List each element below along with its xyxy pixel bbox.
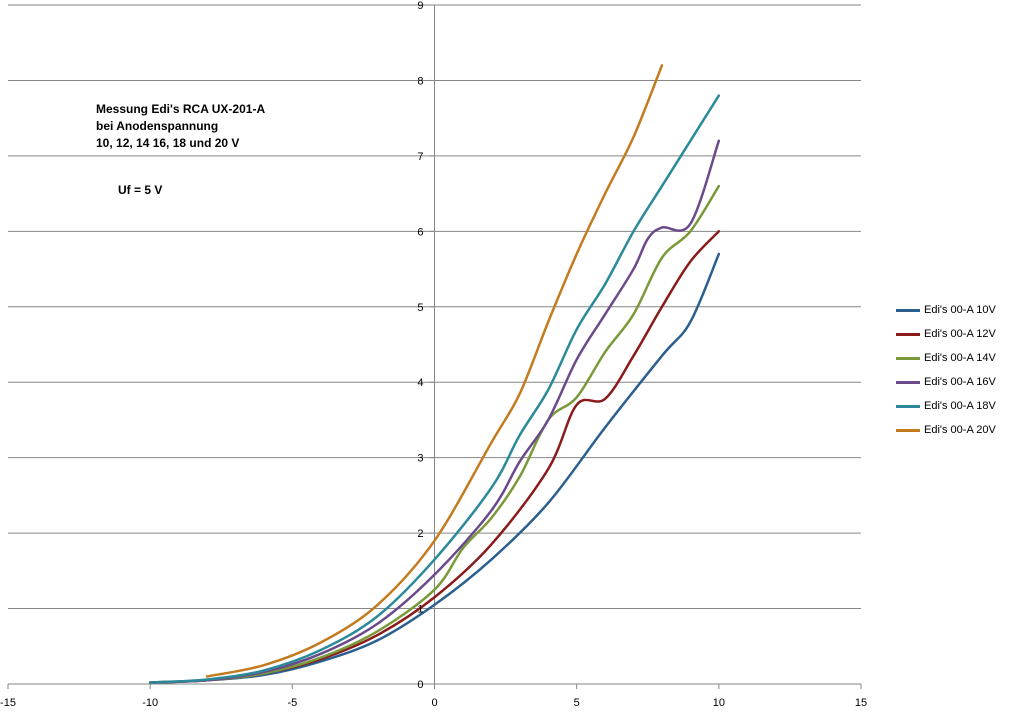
legend-item: Edi's 00-A 18V bbox=[896, 394, 996, 418]
legend-item: Edi's 00-A 14V bbox=[896, 346, 996, 370]
legend-item: Edi's 00-A 12V bbox=[896, 322, 996, 346]
legend-label: Edi's 00-A 20V bbox=[924, 424, 996, 436]
legend-item: Edi's 00-A 16V bbox=[896, 370, 996, 394]
series-line-1 bbox=[148, 252, 721, 684]
uf-annotation: Uf = 5 V bbox=[118, 183, 163, 197]
series-line-3 bbox=[148, 184, 721, 684]
x-tick-label: 5 bbox=[574, 697, 580, 709]
x-tick-label: -10 bbox=[142, 697, 158, 709]
series-lines bbox=[148, 64, 721, 684]
legend-label: Edi's 00-A 18V bbox=[924, 400, 996, 412]
legend-item: Edi's 00-A 10V bbox=[896, 298, 996, 322]
y-tick-label: 0 bbox=[417, 679, 423, 691]
y-tick-label: 9 bbox=[417, 0, 423, 12]
legend: Edi's 00-A 10V Edi's 00-A 12V Edi's 00-A 1… bbox=[896, 298, 996, 442]
annotation-line-1: Messung Edi's RCA UX-201-A bbox=[96, 102, 266, 116]
legend-swatch bbox=[896, 428, 920, 432]
x-tick-label: 0 bbox=[431, 697, 437, 709]
y-tick-label: 4 bbox=[417, 377, 423, 389]
legend-swatch bbox=[896, 332, 920, 336]
annotation-line-2: bei Anodenspannung bbox=[96, 119, 219, 133]
series-line-5 bbox=[148, 94, 721, 684]
annotation-line-3: 10, 12, 14 16, 18 und 20 V bbox=[96, 136, 240, 150]
legend-label: Edi's 00-A 12V bbox=[924, 328, 996, 340]
legend-swatch bbox=[896, 356, 920, 360]
y-tick-label: 2 bbox=[417, 528, 423, 540]
x-tick-label: -5 bbox=[287, 697, 297, 709]
y-tick-label: 6 bbox=[417, 226, 423, 238]
legend-label: Edi's 00-A 16V bbox=[924, 376, 996, 388]
legend-swatch bbox=[896, 404, 920, 408]
x-tick-label: 10 bbox=[713, 697, 725, 709]
legend-label: Edi's 00-A 10V bbox=[924, 304, 996, 316]
x-tick-label: 15 bbox=[855, 697, 867, 709]
axes bbox=[7, 4, 862, 689]
x-tick-label: -15 bbox=[0, 697, 16, 709]
chart-annotation: Messung Edi's RCA UX-201-A bei Anodenspa… bbox=[96, 101, 265, 152]
y-tick-label: 3 bbox=[417, 453, 423, 465]
series-line-6 bbox=[205, 64, 664, 678]
y-tick-label: 7 bbox=[417, 151, 423, 163]
y-tick-label: 1 bbox=[417, 604, 423, 616]
legend-label: Edi's 00-A 14V bbox=[924, 352, 996, 364]
y-tick-label: 8 bbox=[417, 75, 423, 87]
legend-item: Edi's 00-A 20V bbox=[896, 418, 996, 442]
tick-labels: -15 -10 -5 0 5 10 15 0 1 2 3 4 5 6 7 8 9 bbox=[0, 0, 867, 709]
series-line-4 bbox=[148, 139, 721, 684]
legend-swatch bbox=[896, 380, 920, 384]
y-tick-label: 5 bbox=[417, 302, 423, 314]
legend-swatch bbox=[896, 308, 920, 312]
